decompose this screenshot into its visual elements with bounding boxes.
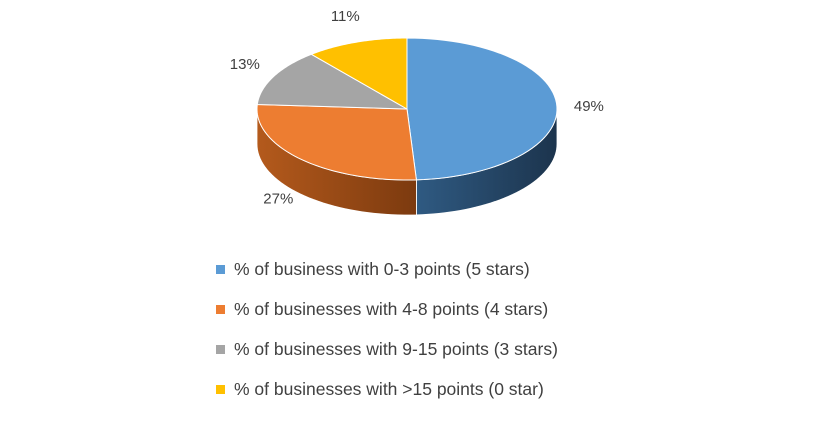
legend-swatch-0	[216, 265, 225, 274]
legend-item: % of businesses with 9-15 points (3 star…	[216, 336, 558, 363]
legend-label: % of business with 0-3 points (5 stars)	[234, 259, 530, 279]
data-label-2: 13%	[230, 56, 260, 73]
data-label-0: 49%	[574, 98, 604, 115]
pie-slice-0	[406, 37, 558, 181]
pie-slice-3	[310, 37, 408, 110]
legend-item: % of businesses with >15 points (0 star)	[216, 376, 558, 403]
pie-chart: 49% 27% 13% 11%	[230, 8, 604, 216]
legend-item: % of businesses with 4-8 points (4 stars…	[216, 296, 558, 323]
legend-item: % of business with 0-3 points (5 stars)	[216, 256, 558, 283]
data-label-1: 27%	[263, 190, 293, 207]
legend-label: % of businesses with 9-15 points (3 star…	[234, 339, 558, 359]
pie-slice-2	[256, 53, 408, 110]
legend-label: % of businesses with 4-8 points (4 stars…	[234, 299, 549, 319]
pie-slice-1	[256, 104, 417, 181]
legend: % of business with 0-3 points (5 stars) …	[216, 256, 558, 416]
data-label-3: 11%	[331, 8, 360, 25]
legend-swatch-1	[216, 305, 225, 314]
legend-label: % of businesses with >15 points (0 star)	[234, 379, 544, 399]
legend-swatch-2	[216, 345, 225, 354]
pie-data-labels: 49% 27% 13% 11%	[230, 8, 604, 207]
pie-tops	[256, 37, 558, 181]
legend-swatch-3	[216, 385, 225, 394]
